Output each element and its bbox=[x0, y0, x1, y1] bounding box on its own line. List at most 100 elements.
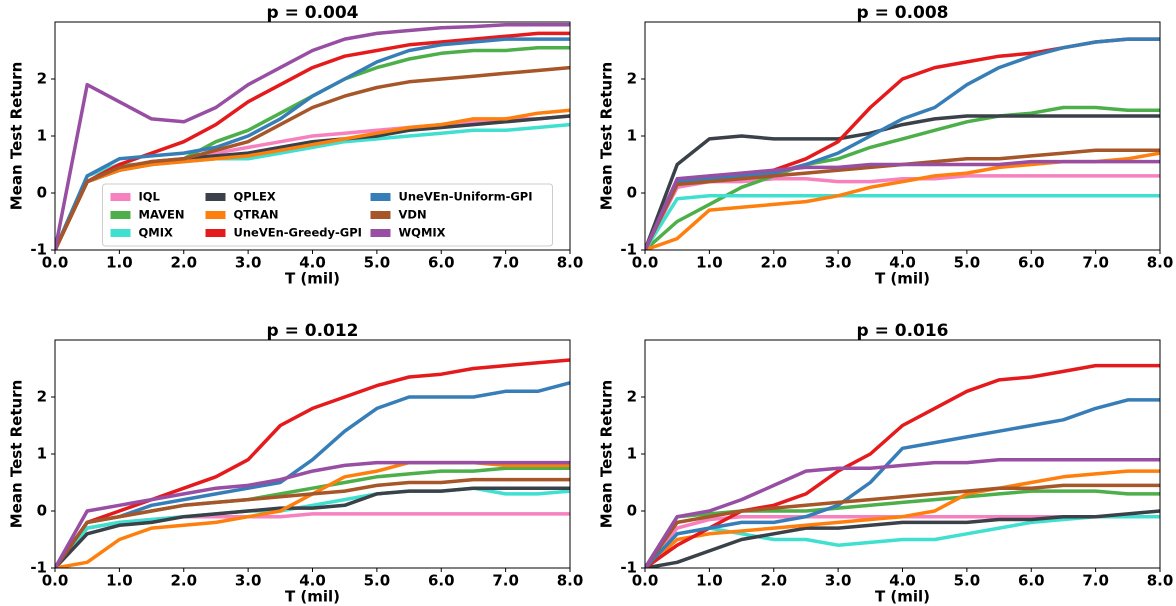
y-tick-label: -1 bbox=[30, 559, 47, 577]
series-line bbox=[645, 37, 1160, 250]
legend-label: QPLEX bbox=[234, 190, 276, 204]
x-tick-label: 6.0 bbox=[1018, 572, 1045, 590]
y-tick-label: 1 bbox=[37, 127, 47, 145]
series-line bbox=[645, 105, 1160, 250]
series-line bbox=[645, 509, 1160, 568]
legend-swatch bbox=[110, 211, 131, 219]
legend-swatch bbox=[205, 211, 226, 219]
y-tick-label: 0 bbox=[37, 502, 47, 520]
y-tick-label: 2 bbox=[37, 70, 47, 88]
x-tick-label: 2.0 bbox=[760, 572, 787, 590]
y-axis-label: Mean Test Return bbox=[8, 62, 26, 211]
series-line bbox=[645, 194, 1160, 250]
x-tick-label: 8.0 bbox=[1147, 254, 1174, 272]
series-line bbox=[55, 358, 570, 568]
y-tick-label: 1 bbox=[627, 445, 637, 463]
x-tick-label: 5.0 bbox=[364, 254, 391, 272]
chart-title: p = 0.004 bbox=[266, 3, 358, 23]
series-line bbox=[55, 460, 570, 568]
x-tick-label: 1.0 bbox=[696, 572, 723, 590]
y-tick-label: 0 bbox=[37, 184, 47, 202]
legend-swatch bbox=[370, 229, 391, 237]
x-tick-label: 0.0 bbox=[632, 254, 659, 272]
y-tick-label: 2 bbox=[627, 70, 637, 88]
legend-label: QMIX bbox=[139, 226, 173, 240]
x-tick-label: 7.0 bbox=[1082, 572, 1109, 590]
y-tick-label: -1 bbox=[620, 559, 637, 577]
series-line bbox=[645, 174, 1160, 250]
x-tick-label: 5.0 bbox=[954, 572, 981, 590]
series-line bbox=[645, 398, 1160, 568]
x-tick-label: 6.0 bbox=[1018, 254, 1045, 272]
y-tick-label: 1 bbox=[627, 127, 637, 145]
y-tick-label: 1 bbox=[37, 445, 47, 463]
y-axis-label: Mean Test Return bbox=[598, 62, 616, 211]
series-line bbox=[55, 486, 570, 568]
x-tick-label: 7.0 bbox=[492, 254, 519, 272]
chart-title: p = 0.012 bbox=[266, 321, 358, 341]
plot-area bbox=[645, 363, 1160, 568]
x-tick-label: 8.0 bbox=[1147, 572, 1174, 590]
x-tick-label: 4.0 bbox=[299, 254, 326, 272]
x-tick-label: 1.0 bbox=[696, 254, 723, 272]
plot-area bbox=[645, 37, 1160, 250]
x-tick-label: 7.0 bbox=[1082, 254, 1109, 272]
series-line bbox=[55, 65, 570, 250]
y-tick-label: -1 bbox=[30, 241, 47, 259]
y-tick-label: 0 bbox=[627, 502, 637, 520]
series-line bbox=[55, 37, 570, 250]
x-axis-label: T (mil) bbox=[875, 270, 930, 288]
legend-label: IQL bbox=[139, 190, 161, 204]
x-tick-label: 3.0 bbox=[825, 572, 852, 590]
x-tick-label: 0.0 bbox=[42, 572, 69, 590]
legend-swatch bbox=[205, 193, 226, 201]
x-tick-label: 4.0 bbox=[299, 572, 326, 590]
subplot: 0.0 1.0 2.0 3.0 4.0 5.0 6.0 7.0 8.0 -1 0 1 2 p = 0.01… bbox=[598, 321, 1174, 606]
series-line bbox=[645, 159, 1160, 250]
series-line bbox=[645, 469, 1160, 568]
subplot: 0.0 1.0 2.0 3.0 4.0 5.0 6.0 7.0 8.0 -1 0 1 2 p = 0.00… bbox=[8, 3, 584, 288]
series-line bbox=[645, 363, 1160, 568]
series-line bbox=[645, 151, 1160, 250]
legend-swatch bbox=[370, 211, 391, 219]
y-tick-label: 0 bbox=[627, 184, 637, 202]
y-axis-label: Mean Test Return bbox=[8, 380, 26, 529]
y-tick-label: 2 bbox=[37, 388, 47, 406]
series-line bbox=[55, 477, 570, 568]
series-line bbox=[55, 466, 570, 568]
x-tick-label: 4.0 bbox=[889, 572, 916, 590]
x-tick-label: 7.0 bbox=[492, 572, 519, 590]
plot-area bbox=[55, 358, 570, 568]
legend-label: WQMIX bbox=[399, 226, 446, 240]
x-tick-label: 8.0 bbox=[557, 572, 584, 590]
x-tick-label: 3.0 bbox=[825, 254, 852, 272]
legend-swatch bbox=[370, 193, 391, 201]
legend-label: UneVEn-Uniform-GPI bbox=[399, 190, 533, 204]
x-tick-label: 4.0 bbox=[889, 254, 916, 272]
legend-label: UneVEn-Greedy-GPI bbox=[234, 226, 362, 240]
series-line bbox=[645, 114, 1160, 250]
series-line bbox=[55, 381, 570, 568]
series-line bbox=[55, 486, 570, 568]
subplot: 0.0 1.0 2.0 3.0 4.0 5.0 6.0 7.0 8.0 -1 0 1 2 p = 0.01… bbox=[8, 321, 584, 606]
x-axis-label: T (mil) bbox=[285, 588, 340, 606]
x-tick-label: 6.0 bbox=[428, 572, 455, 590]
x-tick-label: 0.0 bbox=[632, 572, 659, 590]
chart-title: p = 0.016 bbox=[856, 321, 948, 341]
legend-swatch bbox=[110, 193, 131, 201]
plot-area bbox=[55, 23, 570, 250]
x-axis-label: T (mil) bbox=[875, 588, 930, 606]
y-tick-label: -1 bbox=[620, 241, 637, 259]
x-tick-label: 1.0 bbox=[106, 254, 133, 272]
legend-swatch bbox=[205, 229, 226, 237]
series-line bbox=[55, 23, 570, 250]
x-tick-label: 2.0 bbox=[760, 254, 787, 272]
legend-swatch bbox=[110, 229, 131, 237]
subplot: 0.0 1.0 2.0 3.0 4.0 5.0 6.0 7.0 8.0 -1 0 1 2 p = 0.00… bbox=[598, 3, 1174, 288]
x-tick-label: 1.0 bbox=[106, 572, 133, 590]
chart-title: p = 0.008 bbox=[856, 3, 948, 23]
x-tick-label: 3.0 bbox=[235, 572, 262, 590]
y-tick-label: 2 bbox=[627, 388, 637, 406]
x-tick-label: 3.0 bbox=[235, 254, 262, 272]
